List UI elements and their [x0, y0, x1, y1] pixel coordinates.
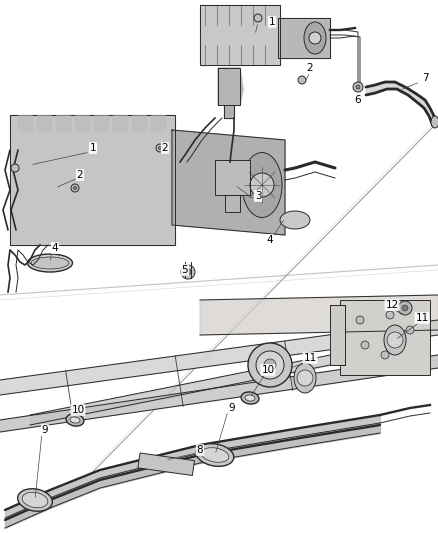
Polygon shape: [10, 115, 175, 245]
Text: 4: 4: [267, 235, 273, 245]
Circle shape: [254, 14, 262, 22]
Bar: [330, 305, 345, 365]
Bar: [138, 453, 194, 475]
Text: 10: 10: [261, 365, 275, 375]
Circle shape: [402, 305, 408, 311]
Text: 6: 6: [355, 95, 361, 105]
Text: 9: 9: [42, 425, 48, 435]
Circle shape: [353, 82, 363, 92]
Text: 7: 7: [422, 73, 428, 83]
Text: 2: 2: [162, 143, 168, 153]
Polygon shape: [37, 115, 51, 130]
Polygon shape: [151, 115, 165, 130]
Circle shape: [248, 343, 292, 387]
Circle shape: [387, 332, 403, 348]
Polygon shape: [172, 130, 285, 235]
Polygon shape: [200, 5, 280, 65]
Ellipse shape: [31, 257, 69, 269]
Polygon shape: [218, 68, 243, 105]
Ellipse shape: [22, 492, 48, 508]
Text: 11: 11: [304, 353, 317, 363]
Ellipse shape: [18, 489, 52, 511]
Ellipse shape: [245, 395, 255, 401]
Text: 10: 10: [71, 405, 85, 415]
Circle shape: [11, 164, 19, 172]
Circle shape: [74, 187, 77, 190]
Text: 1: 1: [268, 17, 276, 27]
Circle shape: [256, 351, 284, 379]
Circle shape: [297, 370, 313, 386]
Text: 2: 2: [77, 170, 83, 180]
Text: 3: 3: [254, 191, 261, 201]
Polygon shape: [225, 195, 240, 212]
Text: 1: 1: [90, 143, 96, 153]
Polygon shape: [224, 105, 234, 118]
Ellipse shape: [304, 22, 326, 54]
Text: 2: 2: [307, 63, 313, 73]
Text: 5: 5: [182, 265, 188, 275]
Text: 11: 11: [415, 313, 429, 323]
Circle shape: [250, 173, 274, 197]
Circle shape: [181, 265, 195, 279]
Ellipse shape: [201, 448, 229, 462]
Ellipse shape: [280, 211, 310, 229]
Text: 4: 4: [52, 243, 58, 253]
Ellipse shape: [384, 325, 406, 355]
Ellipse shape: [196, 443, 234, 466]
Ellipse shape: [241, 392, 259, 404]
Ellipse shape: [294, 363, 316, 393]
Circle shape: [406, 326, 414, 334]
Polygon shape: [200, 295, 438, 335]
Circle shape: [185, 269, 191, 275]
Circle shape: [361, 341, 369, 349]
Ellipse shape: [242, 152, 282, 217]
Text: 12: 12: [385, 300, 399, 310]
Polygon shape: [94, 115, 108, 130]
Polygon shape: [113, 115, 127, 130]
Bar: [340, 300, 430, 375]
Polygon shape: [56, 115, 70, 130]
Circle shape: [298, 76, 306, 84]
Ellipse shape: [70, 417, 80, 423]
Circle shape: [71, 184, 79, 192]
Circle shape: [159, 147, 162, 149]
Ellipse shape: [28, 254, 73, 272]
Circle shape: [386, 311, 394, 319]
Text: 8: 8: [197, 445, 203, 455]
Circle shape: [156, 144, 164, 152]
Polygon shape: [132, 115, 146, 130]
Ellipse shape: [431, 116, 438, 128]
Text: 9: 9: [229, 403, 235, 413]
Circle shape: [264, 359, 276, 371]
Circle shape: [356, 85, 360, 89]
Circle shape: [309, 32, 321, 44]
Circle shape: [356, 316, 364, 324]
Polygon shape: [215, 160, 250, 195]
Polygon shape: [75, 115, 89, 130]
Ellipse shape: [66, 414, 84, 426]
Polygon shape: [278, 18, 330, 58]
Circle shape: [381, 351, 389, 359]
Circle shape: [398, 301, 412, 315]
Polygon shape: [18, 115, 32, 130]
